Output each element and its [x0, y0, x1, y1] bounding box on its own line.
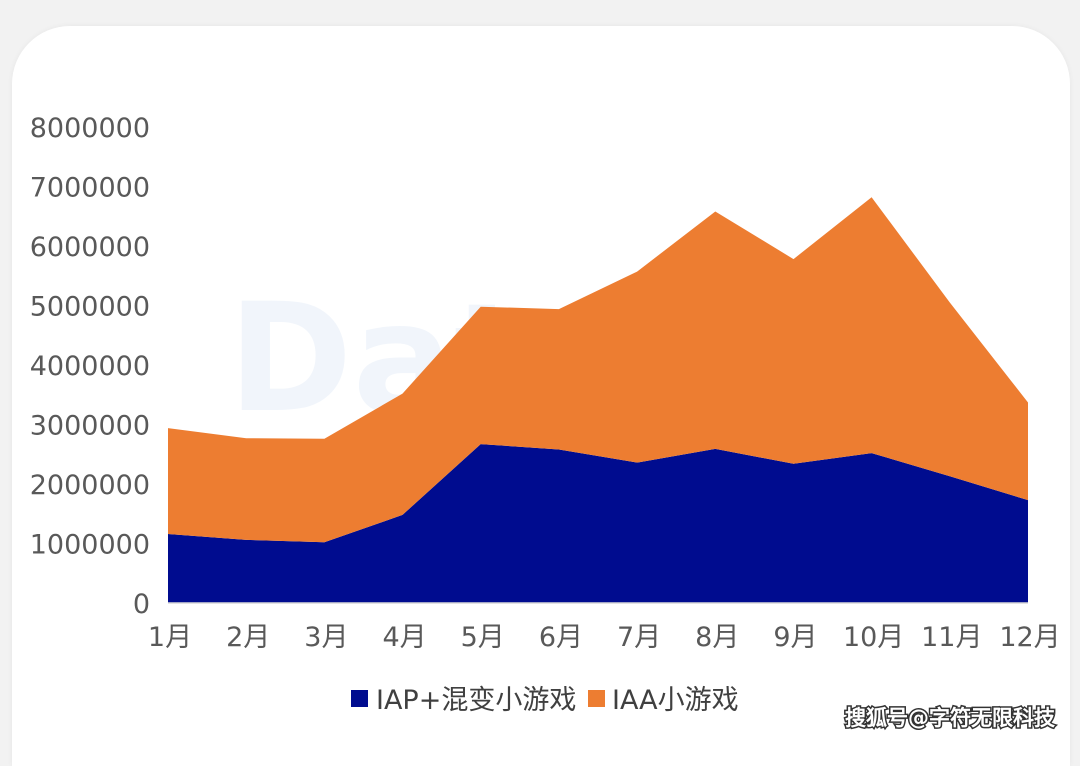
y-tick-label: 0: [133, 589, 150, 620]
x-tick-label: 12月: [999, 622, 1060, 653]
x-tick-label: 8月: [695, 622, 739, 653]
legend-label: IAP+混变小游戏: [376, 685, 576, 716]
area-chart: Dat 010000002000000300000040000005000000…: [30, 113, 1061, 732]
y-tick-label: 1000000: [30, 530, 150, 561]
legend-swatch: [351, 690, 368, 707]
x-tick-label: 4月: [382, 622, 426, 653]
y-tick-label: 3000000: [30, 411, 150, 442]
watermark-text: 搜狐号@字符无限科技: [845, 706, 1056, 730]
x-tick-label: 6月: [539, 622, 583, 653]
x-axis: 1月 2月 3月 4月 5月 6月 7月 8月 9月 10月 11月 12月: [148, 602, 1061, 653]
y-tick-label: 4000000: [30, 351, 150, 382]
y-axis: 0 1000000 2000000 3000000 4000000 5000000 6000…: [30, 113, 150, 620]
y-tick-label: 7000000: [30, 173, 150, 204]
x-tick-label: 7月: [617, 622, 661, 653]
x-tick-label: 2月: [226, 622, 270, 653]
x-tick-label: 10月: [843, 622, 904, 653]
legend-label: IAA小游戏: [612, 685, 739, 716]
x-tick-label: 5月: [461, 622, 505, 653]
y-tick-label: 2000000: [30, 470, 150, 501]
x-tick-label: 1月: [148, 622, 192, 653]
x-tick-label: 11月: [921, 622, 982, 653]
x-tick-label: 9月: [773, 622, 817, 653]
y-tick-label: 5000000: [30, 292, 150, 323]
series-areas: [168, 197, 1028, 603]
series-area-2: [168, 197, 1028, 543]
series-area-1: [168, 444, 1028, 603]
y-tick-label: 6000000: [30, 232, 150, 263]
y-tick-label: 8000000: [30, 113, 150, 144]
legend-swatch: [588, 690, 605, 707]
x-tick-label: 3月: [304, 622, 348, 653]
legend: IAP+混变小游戏 IAA小游戏: [351, 685, 739, 716]
